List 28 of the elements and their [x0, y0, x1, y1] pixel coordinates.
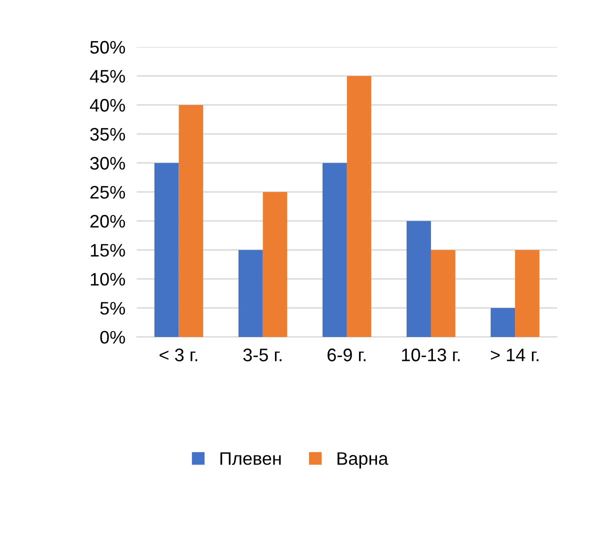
x-tick-label: 6-9 г. — [328, 348, 366, 362]
bar — [262, 192, 288, 337]
y-tick-label: 20% — [90, 214, 125, 228]
y-tick-label: 45% — [90, 70, 125, 83]
x-tick-label: 3-5 г. — [243, 348, 282, 362]
bar — [178, 104, 204, 337]
x-tick-label: > 14 г. — [490, 348, 538, 362]
bar — [406, 220, 431, 337]
y-tick-label: 30% — [90, 156, 125, 170]
bar — [430, 250, 456, 337]
legend-label: Плевен — [220, 452, 281, 465]
bar — [322, 162, 347, 337]
bar — [154, 162, 179, 337]
bar — [346, 76, 372, 337]
y-tick-label: 35% — [90, 128, 125, 141]
y-tick-label: 10% — [90, 272, 125, 286]
y-tick-label: 15% — [90, 244, 125, 257]
y-tick-label: 25% — [90, 186, 125, 199]
y-tick-label: 0% — [100, 330, 125, 344]
y-tick-label: 40% — [90, 98, 125, 112]
y-tick-label: 50% — [90, 40, 125, 54]
bar — [238, 250, 263, 337]
bar — [515, 250, 540, 337]
x-tick-label: 10-13 г. — [402, 348, 460, 362]
x-tick-label: < 3 г. — [160, 348, 198, 362]
y-tick-label: 5% — [100, 302, 125, 315]
legend-label: Варна — [338, 452, 388, 468]
bar — [490, 308, 516, 337]
